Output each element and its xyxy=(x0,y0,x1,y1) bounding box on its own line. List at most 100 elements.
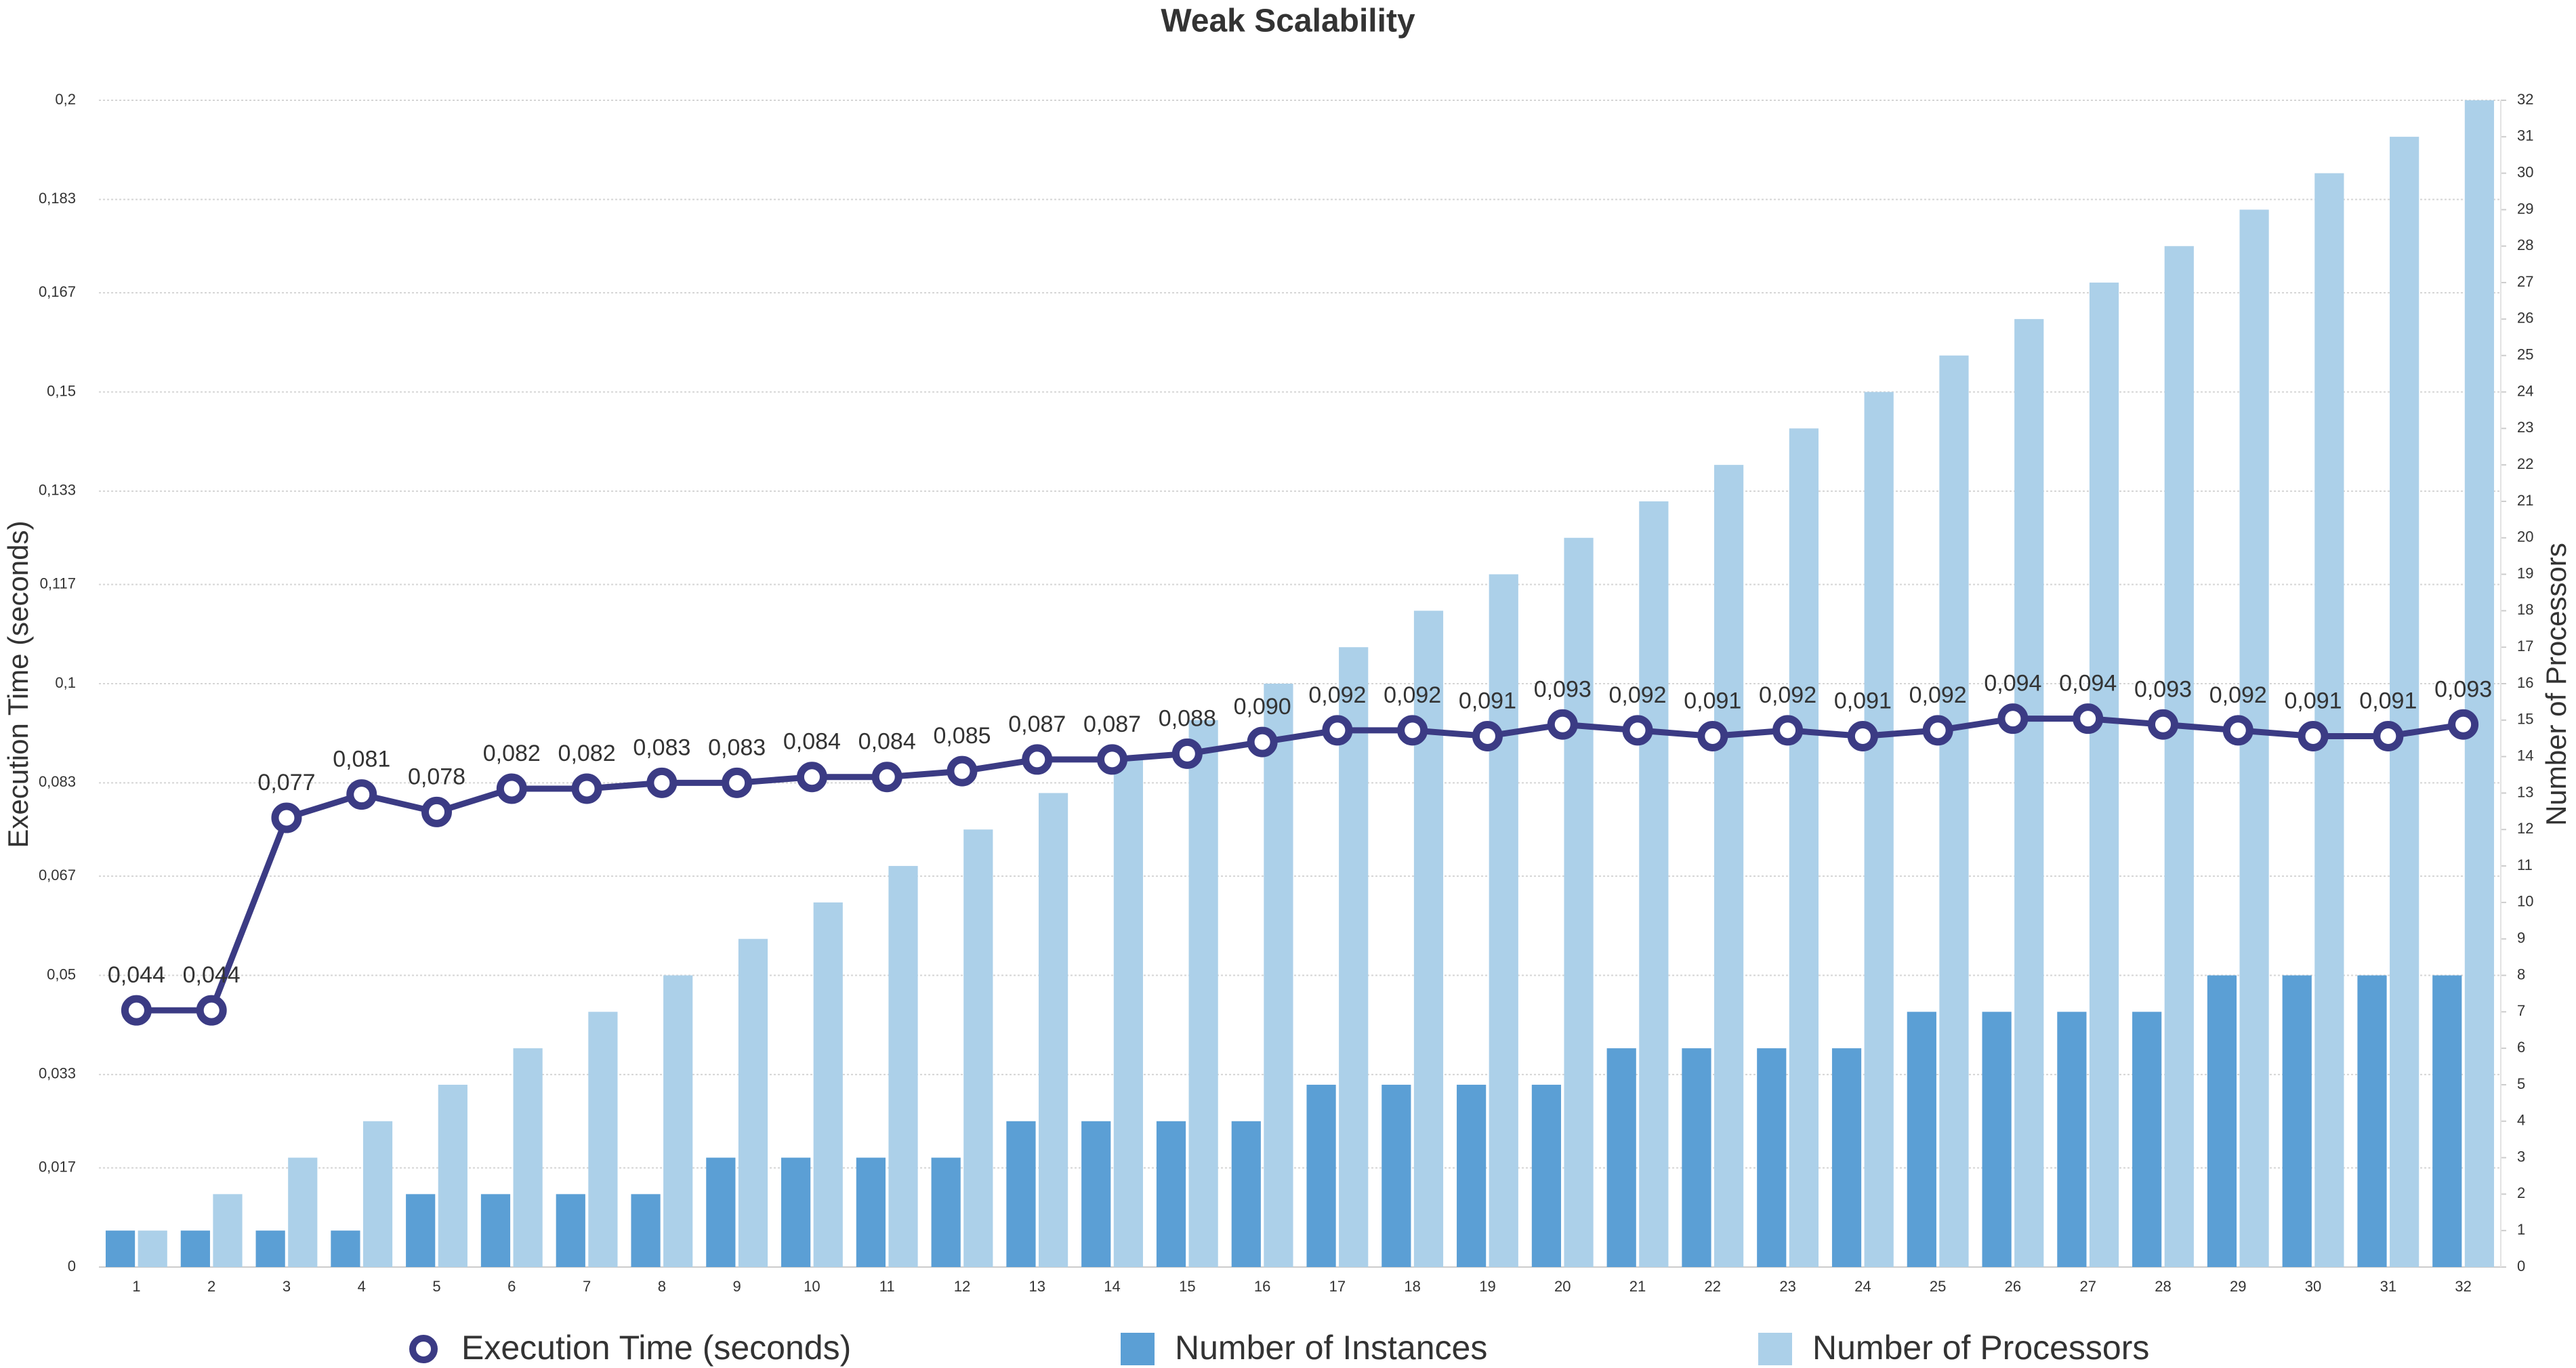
value-label: 0,092 xyxy=(1608,682,1666,708)
x-tick-label: 31 xyxy=(2380,1278,2396,1295)
value-label: 0,082 xyxy=(483,741,541,766)
y-tick-label: 0,017 xyxy=(39,1158,76,1175)
x-tick-label: 32 xyxy=(2455,1278,2471,1295)
value-label: 0,044 xyxy=(183,962,241,988)
value-label: 0,088 xyxy=(1159,705,1216,731)
value-label: 0,082 xyxy=(558,741,616,766)
value-label: 0,083 xyxy=(633,734,690,760)
x-tick-label: 2 xyxy=(207,1278,215,1295)
x-tick-label: 26 xyxy=(2005,1278,2021,1295)
y2-tick-label: 30 xyxy=(2517,163,2533,180)
value-label: 0,084 xyxy=(783,729,841,755)
legend-label: Execution Time (seconds) xyxy=(461,1329,851,1367)
bar xyxy=(1714,465,1744,1267)
y2-tick-label: 22 xyxy=(2517,455,2533,472)
bar xyxy=(1006,1121,1036,1267)
y-tick-label: 0,167 xyxy=(39,283,76,300)
y2-tick-label: 14 xyxy=(2517,747,2533,764)
bar xyxy=(331,1230,360,1267)
y2-tick-label: 2 xyxy=(2517,1184,2525,1201)
x-tick-label: 30 xyxy=(2305,1278,2321,1295)
x-tick-label: 28 xyxy=(2155,1278,2171,1295)
value-label: 0,094 xyxy=(1984,671,2041,697)
y2-tick-label: 4 xyxy=(2517,1112,2525,1129)
bar xyxy=(2207,975,2237,1267)
point xyxy=(2448,709,2479,740)
y-tick-label: 0,067 xyxy=(39,867,76,884)
bar xyxy=(362,1121,393,1267)
bar xyxy=(1156,1121,1186,1267)
x-tick-label: 19 xyxy=(1479,1278,1495,1295)
y2-tick-label: 3 xyxy=(2517,1148,2525,1165)
point xyxy=(571,773,602,804)
bar xyxy=(105,1230,136,1267)
point xyxy=(871,762,902,793)
value-label: 0,092 xyxy=(1909,682,1967,708)
y2-tick-label: 32 xyxy=(2517,91,2533,108)
point xyxy=(1697,720,1728,751)
point xyxy=(1772,715,1804,746)
bar xyxy=(738,938,768,1267)
y2-tick-label: 20 xyxy=(2517,528,2533,545)
bar xyxy=(513,1048,543,1267)
point xyxy=(1097,744,1128,775)
y-tick-label: 0,2 xyxy=(55,91,76,108)
value-label: 0,092 xyxy=(1759,682,1816,708)
point xyxy=(1171,738,1203,769)
legend-label: Number of Processors xyxy=(1812,1329,2149,1367)
legend-marker xyxy=(409,1335,438,1363)
point xyxy=(1397,715,1428,746)
bar xyxy=(888,866,918,1267)
x-tick-label: 5 xyxy=(432,1278,440,1295)
x-tick-label: 4 xyxy=(358,1278,366,1295)
bar xyxy=(1188,720,1218,1267)
point xyxy=(421,796,453,827)
x-tick-label: 7 xyxy=(583,1278,591,1295)
bar xyxy=(1907,1012,1936,1267)
y2-tick-label: 29 xyxy=(2517,200,2533,217)
legend-label: Number of Instances xyxy=(1175,1329,1487,1367)
value-label: 0,044 xyxy=(108,962,165,988)
value-label: 0,087 xyxy=(1008,711,1066,737)
value-label: 0,081 xyxy=(333,747,390,772)
bar xyxy=(1606,1048,1636,1267)
bar xyxy=(663,975,693,1267)
y-tick-label: 0,1 xyxy=(55,674,76,691)
y-tick-label: 0,033 xyxy=(39,1065,76,1082)
x-tick-label: 22 xyxy=(1705,1278,1721,1295)
bar xyxy=(2357,975,2387,1267)
point xyxy=(722,767,753,798)
point xyxy=(1022,744,1053,775)
y2-tick-label: 5 xyxy=(2517,1075,2525,1092)
y2-tick-label: 9 xyxy=(2517,930,2525,947)
x-tick-label: 14 xyxy=(1104,1278,1120,1295)
bar xyxy=(1264,684,1293,1267)
x-tick-label: 21 xyxy=(1629,1278,1646,1295)
point xyxy=(1247,726,1278,758)
point xyxy=(2298,720,2329,751)
value-label: 0,078 xyxy=(408,764,465,789)
bar xyxy=(856,1157,886,1267)
y2-axis-title: Number of Processors xyxy=(2540,543,2572,826)
bar xyxy=(2432,975,2462,1267)
x-tick-label: 27 xyxy=(2079,1278,2096,1295)
point xyxy=(271,802,302,833)
point xyxy=(646,767,678,798)
bar xyxy=(2314,173,2344,1267)
bar xyxy=(1339,647,1369,1267)
y2-tick-label: 19 xyxy=(2517,564,2533,581)
y2-tick-label: 10 xyxy=(2517,893,2533,910)
bar xyxy=(1789,428,1819,1267)
bar xyxy=(781,1157,811,1267)
value-label: 0,092 xyxy=(2209,682,2267,708)
point xyxy=(121,995,152,1026)
y2-tick-label: 7 xyxy=(2517,1002,2525,1019)
bar xyxy=(631,1194,661,1267)
point xyxy=(1322,715,1353,746)
point xyxy=(1622,715,1653,746)
bar xyxy=(1639,501,1669,1267)
bar xyxy=(1382,1084,1411,1267)
value-label: 0,094 xyxy=(2059,671,2117,697)
x-tick-label: 17 xyxy=(1329,1278,1346,1295)
bar xyxy=(588,1012,618,1267)
